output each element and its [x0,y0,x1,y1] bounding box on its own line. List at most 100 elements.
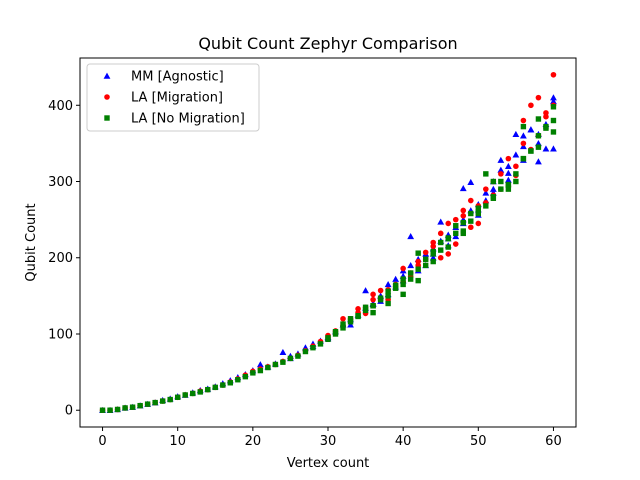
data-point [99,407,106,413]
legend-items: MM [Agnostic] LA [Migration] LA [No Migrat… [103,70,245,127]
data-point [144,401,151,407]
data-point [460,207,467,214]
data-point [377,287,384,294]
data-point [483,203,489,209]
data-point [174,394,181,400]
data-point [543,125,549,131]
plot-area [99,71,557,414]
x-tick-label: 40 [395,434,412,449]
data-point [438,247,444,253]
data-point [235,377,241,383]
x-tick-label: 50 [470,434,487,449]
data-point [542,145,550,152]
data-point [475,210,482,217]
data-point [280,359,286,365]
y-tick-label: 300 [48,175,73,190]
data-point [437,254,444,261]
y-tick-label: 100 [48,327,73,342]
data-point [528,148,534,154]
x-tick-label: 0 [98,434,106,449]
data-point [445,235,451,242]
data-point [459,184,467,192]
data-point [415,250,421,256]
data-point [550,71,557,78]
data-point [122,405,128,411]
data-point [438,239,444,246]
data-point [498,186,504,192]
data-point [370,296,376,303]
legend-label: LA [No Migration] [131,112,245,127]
data-point [384,281,392,288]
data-point [512,130,520,137]
data-point [505,186,512,192]
data-point [250,370,256,376]
data-point [504,176,512,183]
legend: MM [Agnostic] LA [Migration] LA [No Migrat… [86,63,260,132]
data-point [527,126,535,133]
data-point [197,389,203,395]
y-tick-label: 200 [48,251,73,266]
data-point [340,325,346,331]
data-point [519,132,527,139]
data-point [347,319,354,325]
data-point [422,256,429,262]
data-point [385,300,391,307]
data-point [468,210,474,217]
data-point [460,228,466,234]
data-point [422,249,429,256]
data-point [535,158,542,165]
data-point [504,169,512,176]
data-point [445,244,451,250]
series-3 [99,104,557,413]
data-point [520,117,527,124]
data-point [497,166,505,173]
data-point [467,197,474,204]
legend-marker [103,72,111,79]
data-point [355,313,361,320]
data-point [400,281,406,288]
data-point [550,117,557,124]
data-point [535,133,542,139]
data-point [550,98,557,105]
data-point [468,218,474,224]
data-point [543,110,549,116]
data-point [340,321,346,327]
data-point [392,285,399,291]
x-axis-label: Vertex count [287,456,370,471]
data-point [452,216,459,223]
data-point [513,163,519,170]
data-point [498,171,504,177]
data-point [256,361,264,368]
data-point [535,144,542,150]
data-point [287,355,294,362]
data-point [190,390,196,397]
data-point [475,205,482,211]
data-point [355,306,361,312]
data-point [347,316,354,322]
data-point [482,189,490,196]
data-point [370,303,376,309]
data-point [400,265,406,272]
data-point [377,295,384,301]
data-point [505,155,512,162]
data-point [347,321,354,328]
data-point [257,367,264,374]
data-point [392,282,399,288]
data-point [227,380,234,386]
legend-marker [104,94,110,100]
data-point [205,386,211,393]
data-point [325,335,331,341]
data-point [437,218,445,225]
data-point [159,398,166,404]
data-point [437,230,444,237]
data-point [520,155,527,162]
x-tick-label: 60 [545,434,562,449]
series-1 [99,94,557,413]
data-point [550,104,557,110]
data-point [512,151,520,158]
data-point [415,258,421,265]
data-point [513,178,519,185]
data-point [407,270,414,276]
data-point [483,171,489,177]
